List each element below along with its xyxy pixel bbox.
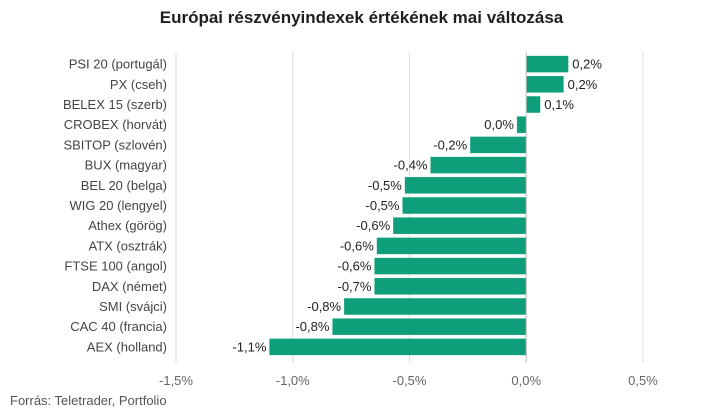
category-label: FTSE 100 (angol) bbox=[64, 259, 167, 274]
bar-6 bbox=[404, 177, 527, 194]
category-label: AEX (holland) bbox=[87, 339, 167, 354]
value-label: -0,4% bbox=[394, 158, 428, 173]
category-label: CROBEX (horvát) bbox=[64, 117, 167, 132]
value-label: -0,5% bbox=[368, 178, 402, 193]
x-tick-label: -0,5% bbox=[393, 373, 427, 388]
x-tick-label: -1,0% bbox=[276, 373, 310, 388]
bar-4 bbox=[470, 136, 527, 154]
value-label: 0,2% bbox=[568, 77, 598, 92]
bar-0 bbox=[526, 55, 569, 73]
category-label: PSI 20 (portugál) bbox=[69, 57, 167, 72]
category-label: BUX (magyar) bbox=[85, 158, 167, 173]
value-label: -0,8% bbox=[307, 299, 341, 314]
value-label: -0,6% bbox=[356, 218, 390, 233]
category-label: WIG 20 (lengyel) bbox=[69, 198, 167, 213]
bar-7 bbox=[402, 197, 527, 214]
category-label: BELEX 15 (szerb) bbox=[63, 97, 167, 112]
chart-title: Európai részvényindexek értékének mai vá… bbox=[159, 8, 564, 27]
bar-2 bbox=[526, 96, 541, 113]
bar-8 bbox=[393, 217, 527, 234]
value-label: 0,2% bbox=[572, 57, 602, 72]
source-note: Forrás: Teletrader, Portfolio bbox=[10, 393, 167, 408]
bar-3 bbox=[516, 116, 527, 133]
bar-1 bbox=[526, 76, 564, 93]
bar-14 bbox=[269, 338, 527, 356]
value-label: -0,2% bbox=[433, 137, 467, 152]
value-label: -0,6% bbox=[338, 259, 372, 274]
bar-12 bbox=[344, 298, 527, 315]
bar-9 bbox=[376, 237, 527, 255]
x-tick-label: 0,5% bbox=[628, 373, 658, 388]
value-label: -0,5% bbox=[366, 198, 400, 213]
bar-5 bbox=[430, 156, 527, 174]
category-label: SMI (svájci) bbox=[99, 299, 167, 314]
bar-13 bbox=[332, 318, 527, 335]
category-label: BEL 20 (belga) bbox=[81, 178, 167, 193]
category-label: Athex (görög) bbox=[88, 218, 167, 233]
category-label: DAX (német) bbox=[92, 279, 167, 294]
value-label: -0,6% bbox=[340, 238, 374, 253]
value-label: -0,7% bbox=[338, 279, 372, 294]
bar-10 bbox=[374, 257, 527, 275]
value-label: 0,1% bbox=[544, 97, 574, 112]
bar-11 bbox=[374, 278, 527, 295]
category-label: ATX (osztrák) bbox=[89, 238, 168, 253]
category-label: PX (cseh) bbox=[110, 77, 167, 92]
value-label: 0,0% bbox=[484, 117, 514, 132]
value-label: -1,1% bbox=[232, 339, 266, 354]
category-label: SBITOP (szlovén) bbox=[63, 137, 167, 152]
x-tick-label: 0,0% bbox=[511, 373, 541, 388]
category-label: CAC 40 (francia) bbox=[70, 319, 167, 334]
x-tick-label: -1,5% bbox=[159, 373, 193, 388]
value-label: -0,8% bbox=[295, 319, 329, 334]
